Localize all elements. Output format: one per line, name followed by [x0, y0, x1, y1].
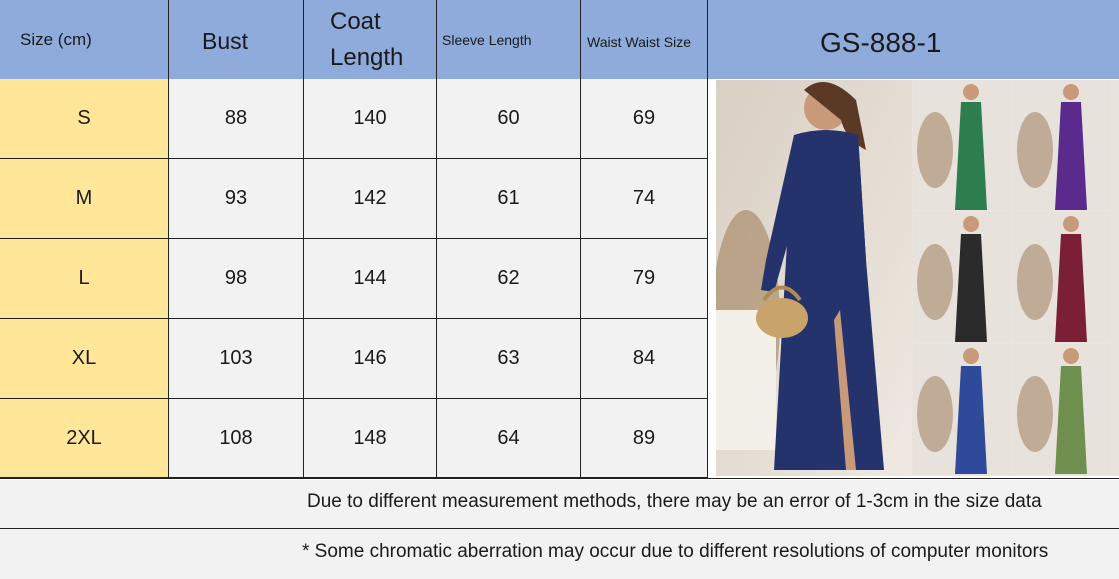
cell-waist: 79: [581, 239, 708, 319]
header-waist-size: Waist Waist Size: [587, 34, 691, 50]
cell-size: S: [0, 79, 169, 159]
header-model-code: GS-888-1: [820, 27, 942, 58]
variant-thumbnail: [1013, 80, 1111, 210]
cell-bust: 88: [169, 79, 304, 159]
cell-sleeve: 61: [437, 159, 581, 239]
cell-waist: 69: [581, 79, 708, 159]
cell-coat: 144: [304, 239, 437, 319]
header-bust: Bust: [202, 28, 249, 54]
cell-waist: 84: [581, 319, 708, 399]
cell-size: M: [0, 159, 169, 239]
cell-bust: 103: [169, 319, 304, 399]
variant-thumbnail: [913, 344, 1011, 474]
cell-size: XL: [0, 319, 169, 399]
header-coat-length-line1: Coat: [330, 8, 381, 35]
cell-bust: 98: [169, 239, 304, 319]
dress-illustration: [716, 80, 1111, 476]
monitor-note: * Some chromatic aberration may occur du…: [302, 541, 1049, 562]
table-header: [0, 0, 1119, 79]
header-size: Size (cm): [20, 30, 92, 49]
cell-coat: 148: [304, 399, 437, 478]
variant-thumbnail: [1013, 344, 1111, 474]
cell-coat: 140: [304, 79, 437, 159]
measurement-note-row: Due to different measurement methods, th…: [0, 480, 1119, 529]
product-photo: [716, 80, 1119, 476]
cell-sleeve: 64: [437, 399, 581, 478]
cell-sleeve: 60: [437, 79, 581, 159]
cell-bust: 108: [169, 399, 304, 478]
cell-waist: 74: [581, 159, 708, 239]
variant-thumbnail: [913, 80, 1011, 210]
cell-coat: 146: [304, 319, 437, 399]
variant-thumbnails: [913, 80, 1111, 474]
cell-sleeve: 62: [437, 239, 581, 319]
cell-sleeve: 63: [437, 319, 581, 399]
cell-waist: 89: [581, 399, 708, 478]
measurement-note: Due to different measurement methods, th…: [307, 491, 1042, 512]
cell-coat: 142: [304, 159, 437, 239]
header-sleeve-length: Sleeve Length: [442, 32, 532, 48]
cell-bust: 93: [169, 159, 304, 239]
monitor-note-row: * Some chromatic aberration may occur du…: [0, 529, 1119, 579]
cell-size: 2XL: [0, 399, 169, 478]
variant-thumbnail: [1013, 212, 1111, 342]
header-coat-length-line2: Length: [330, 44, 404, 71]
variant-thumbnail: [913, 212, 1011, 342]
cell-size: L: [0, 239, 169, 319]
